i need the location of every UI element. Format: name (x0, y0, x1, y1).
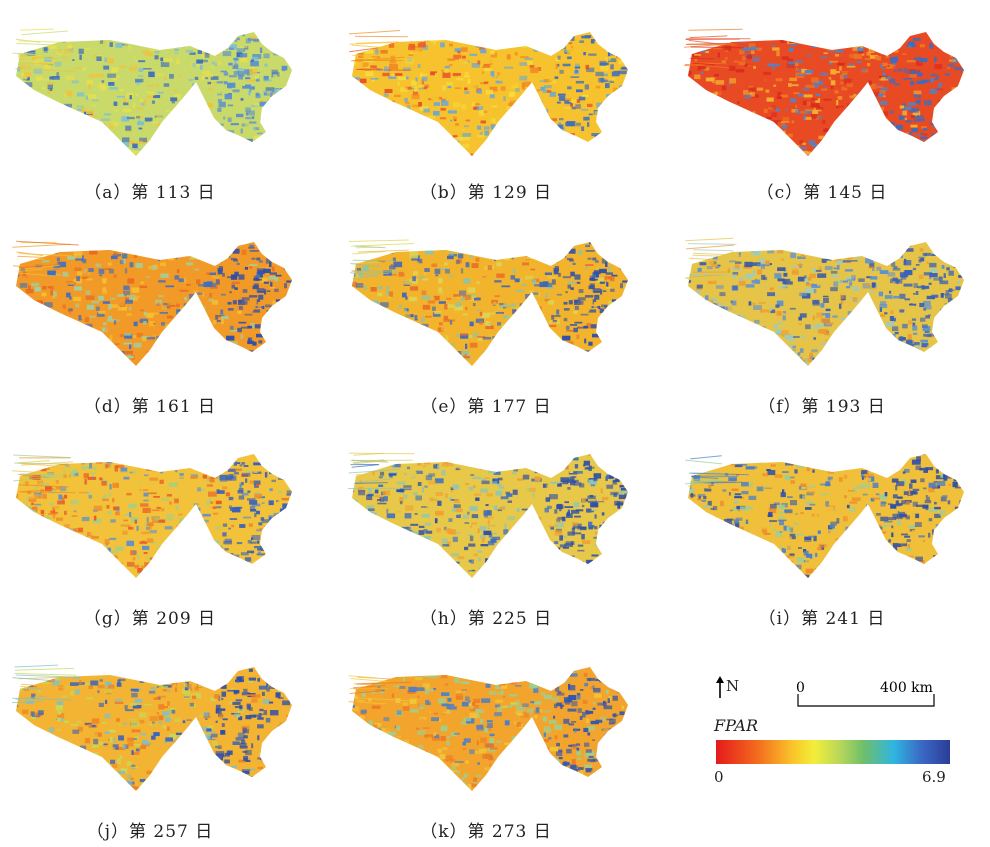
scale-zero: 0 (796, 680, 805, 696)
panel-caption: （f）第 193 日 (758, 397, 886, 417)
panel-caption: （b）第 129 日 (419, 183, 553, 203)
panel-caption: （h）第 225 日 (419, 609, 553, 629)
panel-caption: （j）第 257 日 (86, 822, 214, 842)
panel-caption: （g）第 209 日 (83, 609, 217, 629)
map-image (12, 240, 292, 366)
panel-caption: （d）第 161 日 (83, 397, 217, 417)
map-image (348, 239, 628, 366)
map-panel (336, 10, 636, 160)
panel-caption: （i）第 241 日 (758, 609, 886, 629)
panel-caption: （c）第 145 日 (756, 183, 888, 203)
legend-title: FPAR (714, 716, 758, 735)
map-image (684, 454, 964, 578)
map-image (348, 30, 628, 156)
panel-caption: （k）第 273 日 (420, 822, 552, 842)
map-panel (0, 432, 300, 582)
map-panel (336, 645, 636, 795)
north-arrow-icon (716, 676, 724, 698)
map-panel (0, 220, 300, 370)
map-panel (0, 645, 300, 795)
panel-caption: （a）第 113 日 (84, 183, 216, 203)
map-panel (672, 10, 972, 160)
north-label: N (726, 677, 740, 695)
map-panel (336, 220, 636, 370)
map-image (683, 28, 964, 156)
map-image (348, 452, 628, 578)
panel-caption: （e）第 177 日 (420, 397, 552, 417)
map-panel (672, 220, 972, 370)
map-image (12, 28, 292, 156)
color-ramp (716, 740, 950, 764)
ramp-max: 6.9 (922, 768, 946, 786)
north-arrow: N (714, 676, 739, 698)
scale-max: 400 km (880, 680, 933, 696)
scale-bar: 0 400 km (796, 676, 936, 714)
map-image (12, 664, 292, 791)
ramp-min: 0 (714, 768, 724, 786)
map-panel (672, 432, 972, 582)
map-panel (336, 432, 636, 582)
map-image (685, 237, 964, 366)
legend: N 0 400 km FPAR 0 6.9 (700, 670, 980, 800)
map-panel (0, 10, 300, 160)
map-image (12, 454, 292, 578)
map-image (348, 667, 628, 791)
